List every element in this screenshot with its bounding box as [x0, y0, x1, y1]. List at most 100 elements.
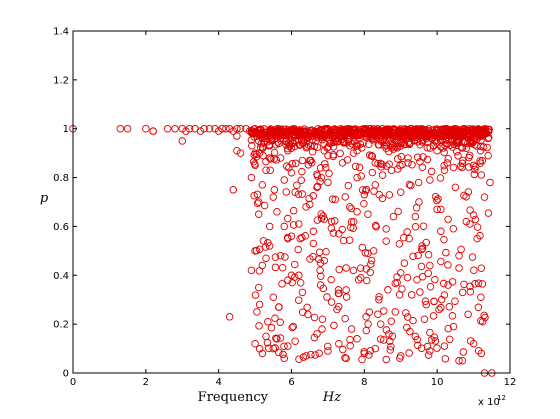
scatter-point — [309, 227, 318, 236]
scatter-point — [317, 272, 325, 280]
scatter-point — [459, 348, 468, 356]
y-tick-label: 0.2 — [53, 320, 69, 331]
scatter-point — [254, 198, 263, 206]
x-tick-label: 12 — [504, 377, 517, 388]
scatter-point — [433, 205, 441, 214]
y-axis-ticks: 0 0.2 0.4 0.6 0.8 1 1.2 1.4 — [53, 27, 510, 380]
scatter-point — [302, 127, 310, 136]
scatter-point — [222, 124, 230, 133]
scatter-point — [298, 308, 307, 316]
scatter-point — [284, 214, 292, 223]
scatter-point — [171, 124, 179, 133]
scatter-point — [328, 195, 337, 203]
scatter-point — [378, 171, 387, 179]
scatter-point — [374, 310, 382, 318]
scatter-point — [273, 208, 281, 216]
scatter-point — [439, 144, 447, 152]
scatter-point — [275, 303, 283, 311]
scatter-point — [478, 280, 487, 288]
scatter-point — [454, 152, 462, 160]
scatter-point — [371, 181, 380, 189]
scatter-point — [466, 287, 475, 296]
scatter-point — [281, 131, 289, 140]
scatter-point — [382, 355, 390, 364]
scatter-point — [365, 124, 374, 133]
scatter-point — [345, 236, 354, 244]
scatter-point — [149, 127, 157, 135]
scatter-point — [397, 152, 406, 161]
scatter-point — [292, 159, 300, 168]
scatter-point — [330, 217, 339, 225]
scatter-point — [299, 139, 308, 147]
scatter-point — [360, 190, 369, 199]
scatter-point — [349, 217, 358, 226]
scatter-point — [407, 181, 415, 190]
scatter-point — [445, 302, 454, 311]
scatter-point — [403, 228, 411, 236]
scatter-point — [380, 126, 389, 134]
scatter-point — [276, 132, 284, 140]
scatter-point — [341, 354, 349, 362]
scatter-point — [480, 311, 488, 320]
scatter-point — [347, 223, 355, 232]
scatter-point — [477, 264, 486, 273]
scatter-point — [316, 259, 325, 267]
scatter-point — [334, 289, 343, 298]
scatter-point — [370, 187, 378, 195]
scatter-point — [331, 195, 339, 204]
scatter-point — [483, 143, 491, 152]
scatter-point — [358, 129, 366, 138]
scatter-point — [442, 248, 450, 257]
scatter-point — [233, 124, 241, 133]
scatter-point — [444, 215, 452, 224]
scatter-point — [335, 339, 343, 348]
scatter-point — [400, 259, 409, 267]
scatter-point — [267, 155, 275, 163]
scatter-point — [437, 303, 445, 312]
scatter-point — [309, 252, 317, 261]
plot-frame — [72, 30, 511, 374]
scatter-point — [486, 178, 494, 187]
scatter-point — [419, 136, 427, 145]
scatter-point — [469, 137, 478, 146]
scatter-point — [476, 146, 485, 155]
scatter-point — [476, 231, 484, 240]
scatter-point — [316, 129, 324, 138]
scatter-point — [347, 127, 356, 136]
y-tick-label: 0 — [63, 369, 69, 380]
scatter-point — [329, 150, 338, 159]
scatter-point — [262, 166, 270, 174]
scatter-point — [339, 236, 348, 245]
scatter-point — [442, 125, 450, 133]
scatter-point — [449, 163, 458, 172]
scatter-point — [294, 128, 302, 137]
scatter-point — [265, 222, 274, 231]
scatter-point — [411, 223, 420, 231]
scatter-point — [410, 127, 419, 136]
scatter-point — [266, 166, 275, 175]
scatter-point — [365, 351, 373, 359]
scatter-point — [299, 353, 308, 361]
scatter-point — [376, 335, 385, 343]
scatter-point — [477, 349, 486, 358]
scatter-point — [444, 154, 452, 163]
scatter-point — [271, 263, 280, 272]
scatter-point — [278, 280, 286, 288]
scatter-point — [416, 288, 424, 296]
scatter-point — [306, 129, 314, 138]
scatter-point — [123, 124, 132, 133]
scatter-point — [419, 222, 428, 230]
scatter-point — [381, 136, 389, 145]
scatter-point — [389, 141, 397, 150]
scatter-point — [259, 237, 268, 245]
scatter-point — [236, 149, 245, 157]
scatter-point — [318, 325, 326, 333]
scatter-point — [319, 284, 328, 293]
scatter-point — [270, 148, 279, 157]
scatter-point — [449, 322, 458, 331]
scatter-point — [356, 140, 365, 148]
scatter-point — [283, 233, 292, 242]
scatter-point — [365, 140, 373, 148]
scatter-point — [424, 269, 432, 278]
scatter-point — [328, 131, 336, 140]
